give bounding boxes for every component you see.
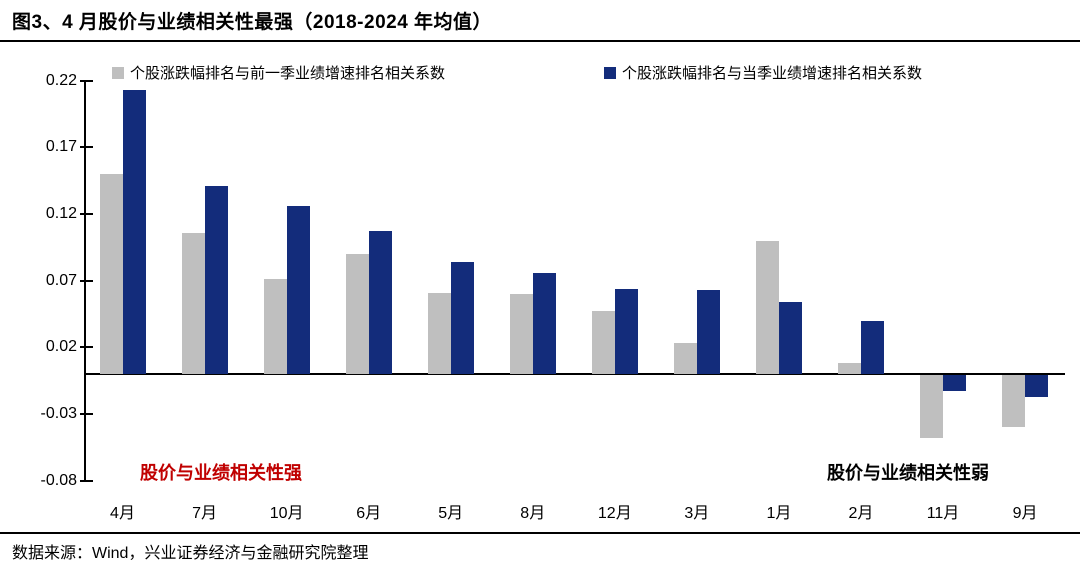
x-axis-label-10月: 10月 [269, 505, 304, 522]
legend-label: 个股涨跌幅排名与当季业绩增速排名相关系数 [622, 65, 923, 82]
chart-title: 图3、4 月股价与业绩相关性最强（2018-2024 年均值） [12, 12, 493, 33]
bar-current-11月 [943, 375, 966, 392]
bar-current-1月 [778, 301, 802, 374]
bar-current-5月 [450, 261, 474, 374]
bar-current-4月 [122, 89, 146, 374]
x-axis-label-2月: 2月 [848, 505, 874, 522]
y-axis-tick-label: 0.17 [45, 138, 77, 156]
bar-current-6月 [368, 231, 392, 374]
x-axis-label-9月: 9月 [1012, 505, 1038, 522]
x-axis-label-7月: 7月 [192, 505, 217, 522]
y-axis-tick-label: -0.03 [40, 405, 77, 423]
bar-prior-5月 [427, 292, 451, 374]
bar-current-9月 [1025, 375, 1049, 397]
bar-prior-8月 [509, 293, 533, 374]
x-axis-label-4月: 4月 [110, 505, 135, 522]
x-axis-label-11月: 11月 [926, 505, 960, 522]
annotation-strong-correlation: 股价与业绩相关性强 [140, 463, 302, 483]
bar-prior-3月 [673, 343, 697, 374]
legend-item-current-quarter: 个股涨跌幅排名与当季业绩增速排名相关系数 [604, 62, 922, 83]
bar-current-10月 [286, 205, 310, 374]
x-axis-label-1月: 1月 [766, 505, 792, 522]
y-axis-tick [80, 79, 93, 82]
data-source-text: 数据来源：Wind，兴业证券经济与金融研究院整理 [12, 545, 369, 562]
source-divider [0, 532, 1080, 534]
x-axis-zero-line [85, 372, 1065, 376]
x-axis-label-12月: 12月 [597, 505, 632, 522]
bar-prior-2月 [837, 363, 861, 374]
bar-prior-12月 [591, 311, 615, 374]
y-axis-tick [80, 212, 93, 215]
bar-prior-9月 [1002, 375, 1026, 428]
bar-prior-1月 [755, 240, 779, 374]
y-axis-tick-label: 0.12 [45, 204, 77, 222]
legend-swatch-blue [604, 66, 616, 79]
bar-current-2月 [860, 320, 884, 374]
x-axis-label-6月: 6月 [356, 505, 382, 522]
title-divider [0, 40, 1080, 42]
legend-swatch-gray [112, 66, 124, 79]
bar-prior-6月 [345, 253, 369, 374]
bar-current-12月 [614, 288, 638, 374]
y-axis-tick-label: -0.08 [40, 471, 77, 489]
x-axis-label-5月: 5月 [438, 505, 464, 522]
y-axis-tick-label: 0.22 [45, 71, 77, 89]
y-axis-tick [80, 346, 93, 349]
y-axis-tick [80, 479, 93, 482]
y-axis-tick [80, 146, 93, 149]
y-axis-tick [80, 413, 93, 416]
bar-current-7月 [204, 185, 228, 374]
legend-item-prior-quarter: 个股涨跌幅排名与前一季业绩增速排名相关系数 [112, 62, 445, 83]
bar-prior-10月 [263, 279, 287, 374]
x-axis-label-3月: 3月 [684, 505, 710, 522]
legend-label: 个股涨跌幅排名与前一季业绩增速排名相关系数 [130, 65, 446, 82]
annotation-weak-correlation: 股价与业绩相关性弱 [827, 463, 989, 483]
bar-current-8月 [532, 272, 556, 374]
x-axis-label-8月: 8月 [520, 505, 546, 522]
y-axis-tick-label: 0.07 [45, 271, 77, 289]
bar-prior-4月 [99, 173, 123, 374]
bar-current-3月 [696, 289, 720, 374]
y-axis-tick-label: 0.02 [45, 338, 77, 356]
bar-prior-7月 [181, 232, 205, 374]
y-axis-tick [80, 279, 93, 282]
bar-prior-11月 [920, 375, 943, 438]
